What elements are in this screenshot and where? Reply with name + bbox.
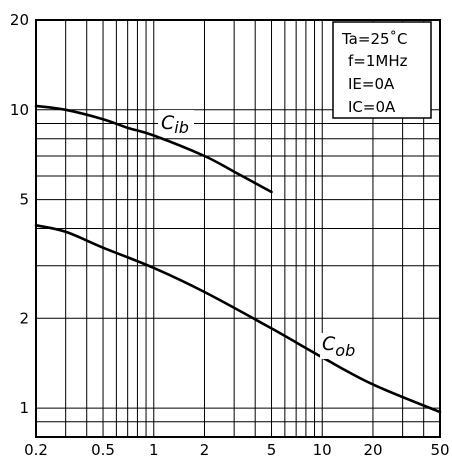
cib-curve xyxy=(34,104,273,194)
curves xyxy=(34,104,442,414)
cib-label-main: C xyxy=(161,112,175,134)
cib-label-background xyxy=(158,110,194,134)
condition-frequency: f=1MHz xyxy=(348,52,408,70)
x-tick-label: 5 xyxy=(267,441,277,459)
x-tick-label: 1 xyxy=(149,441,159,459)
x-tick-label: 0.2 xyxy=(24,441,48,459)
svg-text:Cib: Cib xyxy=(161,112,189,137)
x-tick-label: 0.5 xyxy=(91,441,115,459)
svg-text:Cob: Cob xyxy=(322,333,355,360)
x-tick-label: 20 xyxy=(363,441,382,459)
y-tick-label: 20 xyxy=(10,11,29,29)
y-tick-label: 10 xyxy=(10,101,29,119)
y-tick-label: 1 xyxy=(19,399,29,417)
cob-label-background xyxy=(320,333,362,359)
cob-label-sub: ob xyxy=(335,341,355,360)
condition-temperature: Ta=25˚C xyxy=(341,30,408,48)
grid-lines xyxy=(36,20,440,437)
x-tick-label: 50 xyxy=(430,441,449,459)
condition-emitter-current: IE=0A xyxy=(348,75,395,93)
cib-label: Cib xyxy=(158,110,194,137)
conditions-box xyxy=(332,21,432,119)
x-tick-label: 2 xyxy=(200,441,210,459)
y-tick-label: 2 xyxy=(19,309,29,327)
conditions-legend: Ta=25˚C f=1MHz IE=0A IC=0A xyxy=(332,21,432,119)
x-tick-label: 10 xyxy=(313,441,332,459)
cib-label-sub: ib xyxy=(174,118,189,137)
cob-curve xyxy=(34,224,442,414)
plot-frame xyxy=(35,19,441,438)
cob-label: Cob xyxy=(320,333,362,360)
cob-label-main: C xyxy=(322,333,336,355)
condition-collector-current: IC=0A xyxy=(348,98,396,116)
y-tick-label: 5 xyxy=(19,191,29,209)
tick-labels: 0.2 0.5 1 2 5 10 20 50 1 2 5 10 20 xyxy=(10,11,450,459)
